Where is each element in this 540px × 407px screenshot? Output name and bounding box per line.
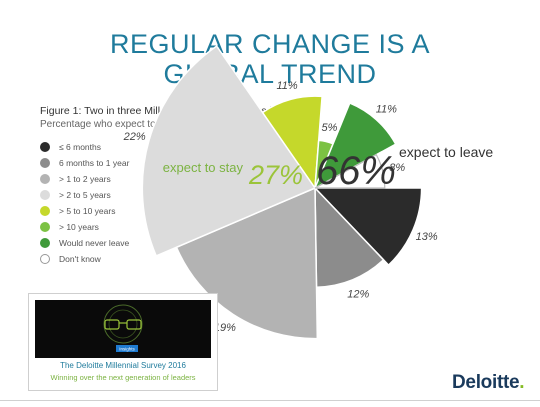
logo-dot: . (519, 372, 525, 393)
legend-swatch (40, 254, 50, 264)
slice-data-label: 13% (416, 231, 438, 243)
legend-swatch (40, 206, 50, 216)
report-subtitle: Winning over the next generation of lead… (50, 373, 196, 382)
legend-label: 6 months to 1 year (59, 158, 130, 168)
slide-title-line-1: REGULAR CHANGE IS A (109, 29, 431, 59)
glasses-illustration-icon: Insights (103, 304, 143, 352)
slice-data-label: 12% (347, 289, 369, 301)
slice-data-label: 19% (214, 322, 236, 334)
legend-label: Would never leave (59, 238, 130, 248)
pie-slice (261, 95, 323, 191)
legend-label: Don't know (59, 254, 101, 264)
legend-swatch (40, 238, 50, 248)
legend-swatch (40, 190, 50, 200)
legend-item: Don't know (40, 251, 129, 267)
report-cover-image: Insights (35, 300, 211, 358)
slice-data-label: 11% (376, 103, 397, 115)
legend-item: ≤ 6 months (40, 139, 129, 155)
slice-data-label: 5% (322, 122, 338, 134)
pie-slice (313, 102, 397, 190)
leave-percentage: 66% (316, 149, 396, 193)
legend-label: > 2 to 5 years (59, 190, 111, 200)
slice-data-label: 8% (389, 162, 405, 174)
slice-data-label: 22% (123, 131, 146, 143)
insights-badge: Insights (119, 347, 135, 352)
legend-swatch (40, 222, 50, 232)
bottom-divider (0, 400, 540, 401)
legend-item: Would never leave (40, 235, 129, 251)
report-title: The Deloitte Millennial Survey 2016 (60, 361, 186, 370)
pie-slice (141, 45, 317, 257)
legend-label: > 1 to 2 years (59, 174, 111, 184)
legend-item: 6 months to 1 year (40, 155, 129, 171)
legend-swatch (40, 158, 50, 168)
pie-slice (314, 153, 386, 189)
pie-slice (314, 186, 385, 288)
leave-label: expect to leave (399, 144, 493, 160)
stay-percentage: 27% (248, 160, 303, 190)
legend-label: > 10 years (59, 222, 99, 232)
slice-data-label: 11% (276, 80, 297, 92)
legend-label: > 5 to 10 years (59, 206, 116, 216)
pie-slice (313, 187, 423, 267)
chart-legend: ≤ 6 months 6 months to 1 year > 1 to 2 yea… (40, 139, 129, 267)
legend-swatch (40, 174, 50, 184)
legend-item: > 5 to 10 years (40, 203, 129, 219)
legend-item: > 10 years (40, 219, 129, 235)
figure-subtitle: Percentage who expect to leave in the ne… (40, 119, 242, 130)
legend-swatch (40, 142, 50, 152)
legend-item: > 1 to 2 years (40, 171, 129, 187)
stay-label: expect to stay (163, 160, 244, 175)
pie-slice (175, 186, 319, 340)
logo-text: Deloitte (452, 372, 520, 393)
legend-label: ≤ 6 months (59, 142, 101, 152)
deloitte-logo: Deloitte. (452, 372, 525, 394)
report-thumbnail[interactable]: Insights The Deloitte Millennial Survey … (28, 293, 218, 391)
legend-item: > 2 to 5 years (40, 187, 129, 203)
